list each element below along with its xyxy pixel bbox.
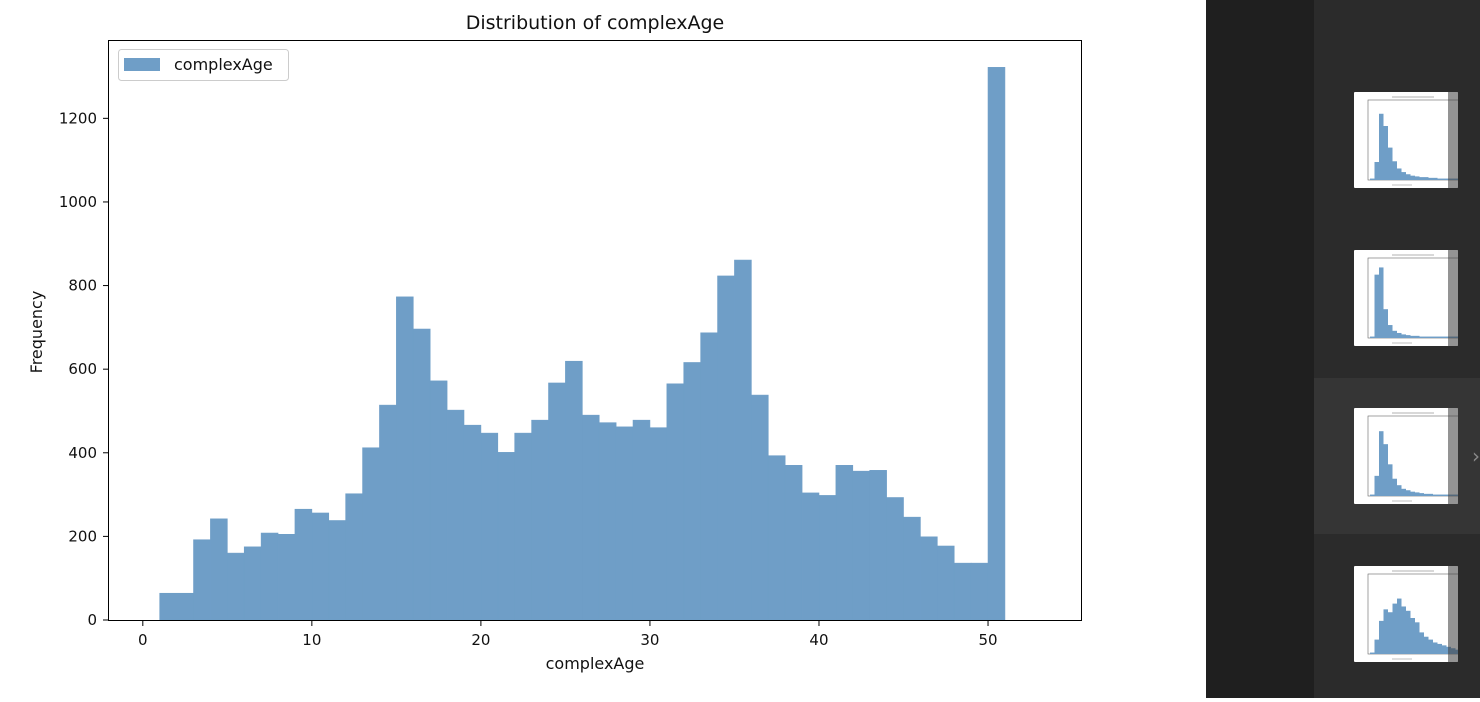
thumbnail-3[interactable] bbox=[1314, 220, 1480, 376]
histogram-bar bbox=[379, 404, 397, 621]
histogram-bar bbox=[497, 452, 516, 621]
histogram-bar bbox=[294, 508, 313, 621]
histogram-bar bbox=[159, 592, 194, 621]
sidebar-gutter bbox=[1206, 0, 1314, 698]
histogram-bar bbox=[937, 545, 955, 621]
histogram-bar bbox=[801, 492, 820, 621]
y-tick-label: 800 bbox=[68, 277, 97, 295]
histogram-bar bbox=[412, 328, 431, 621]
x-tick-label: 30 bbox=[640, 631, 659, 649]
y-tick-label: 0 bbox=[87, 611, 97, 629]
histogram-bar bbox=[683, 362, 701, 621]
histogram-bar bbox=[277, 533, 296, 621]
histogram-bar bbox=[565, 360, 583, 621]
histogram-bar bbox=[649, 427, 668, 621]
y-tick-label: 400 bbox=[68, 444, 97, 462]
legend: complexAge bbox=[118, 49, 289, 81]
plot-frame bbox=[108, 40, 1082, 621]
histogram-bar bbox=[852, 470, 870, 621]
thumbnail-image bbox=[1354, 250, 1458, 346]
legend-box bbox=[118, 49, 289, 81]
histogram-bar bbox=[970, 562, 989, 621]
histogram-bar bbox=[243, 546, 262, 621]
histogram-bar bbox=[345, 493, 363, 621]
histogram-bar bbox=[666, 383, 685, 621]
x-tick-label: 50 bbox=[978, 631, 997, 649]
thumbnail-1[interactable] bbox=[1314, 0, 1480, 30]
histogram-bar bbox=[514, 432, 532, 621]
histogram-bar bbox=[396, 296, 414, 621]
y-tick-label: 1200 bbox=[59, 109, 97, 127]
x-tick-label: 20 bbox=[471, 631, 490, 649]
x-axis-label: complexAge bbox=[546, 654, 645, 673]
thumbnail-image bbox=[1354, 566, 1458, 662]
histogram-bar bbox=[582, 414, 600, 621]
histogram-bar bbox=[531, 419, 549, 621]
histogram-bar bbox=[818, 495, 837, 621]
histogram-bar bbox=[615, 426, 634, 621]
histogram-bar bbox=[328, 520, 346, 621]
thumbnail-4[interactable] bbox=[1314, 378, 1480, 534]
chevron-right-icon[interactable]: › bbox=[1472, 444, 1480, 468]
histogram-bar bbox=[429, 380, 448, 621]
y-axis-ticks: 0 200 400 600 800 1000 1200 bbox=[59, 109, 109, 629]
thumbnail-sidebar: › bbox=[1206, 0, 1480, 698]
image-viewer: Distribution of complexAge 0 200 400 600 800… bbox=[27, 12, 1082, 673]
histogram-bar bbox=[260, 532, 279, 621]
histogram-bar bbox=[869, 470, 887, 621]
y-tick-label: 1000 bbox=[59, 193, 97, 211]
histogram-bar bbox=[193, 539, 211, 621]
legend-swatch bbox=[124, 58, 160, 71]
histogram-bar bbox=[598, 422, 617, 621]
histogram-bar bbox=[953, 562, 972, 621]
histogram-bar bbox=[751, 394, 769, 621]
histogram-bar bbox=[700, 332, 718, 621]
histogram-bar bbox=[463, 424, 482, 621]
histogram-bar bbox=[632, 419, 651, 621]
histogram-bar bbox=[717, 275, 735, 621]
histogram-bar bbox=[227, 552, 245, 621]
histogram-bar bbox=[480, 432, 499, 621]
thumbnail-2[interactable] bbox=[1314, 62, 1480, 218]
histogram-bar bbox=[210, 518, 228, 621]
histogram-bar bbox=[362, 447, 380, 621]
chart-title: Distribution of complexAge bbox=[466, 12, 725, 34]
histogram-bar bbox=[835, 465, 854, 621]
x-axis-ticks: 0 10 20 30 40 50 bbox=[138, 620, 998, 649]
histogram-bar bbox=[920, 536, 938, 621]
y-axis-label: Frequency bbox=[27, 291, 46, 374]
x-tick-label: 40 bbox=[809, 631, 828, 649]
histogram-bars bbox=[159, 67, 1006, 621]
x-tick-label: 0 bbox=[138, 631, 148, 649]
histogram-bar bbox=[734, 259, 752, 621]
histogram-bar bbox=[886, 497, 904, 621]
histogram-bar bbox=[903, 516, 921, 621]
thumbnail-5[interactable] bbox=[1314, 536, 1480, 692]
x-tick-label: 10 bbox=[302, 631, 321, 649]
thumbnail-image bbox=[1354, 92, 1458, 188]
thumbnail-image bbox=[1354, 408, 1458, 504]
histogram-chart: Distribution of complexAge 0200400600800… bbox=[27, 12, 1082, 673]
histogram-bar bbox=[548, 382, 566, 621]
histogram-bar bbox=[784, 465, 803, 621]
y-tick-label: 200 bbox=[68, 527, 97, 545]
y-tick-label: 600 bbox=[68, 360, 97, 378]
histogram-bar bbox=[767, 455, 786, 621]
histogram-bar bbox=[446, 409, 465, 621]
histogram-bar bbox=[311, 512, 330, 621]
histogram-bar bbox=[987, 67, 1006, 621]
legend-label: complexAge bbox=[174, 55, 273, 74]
